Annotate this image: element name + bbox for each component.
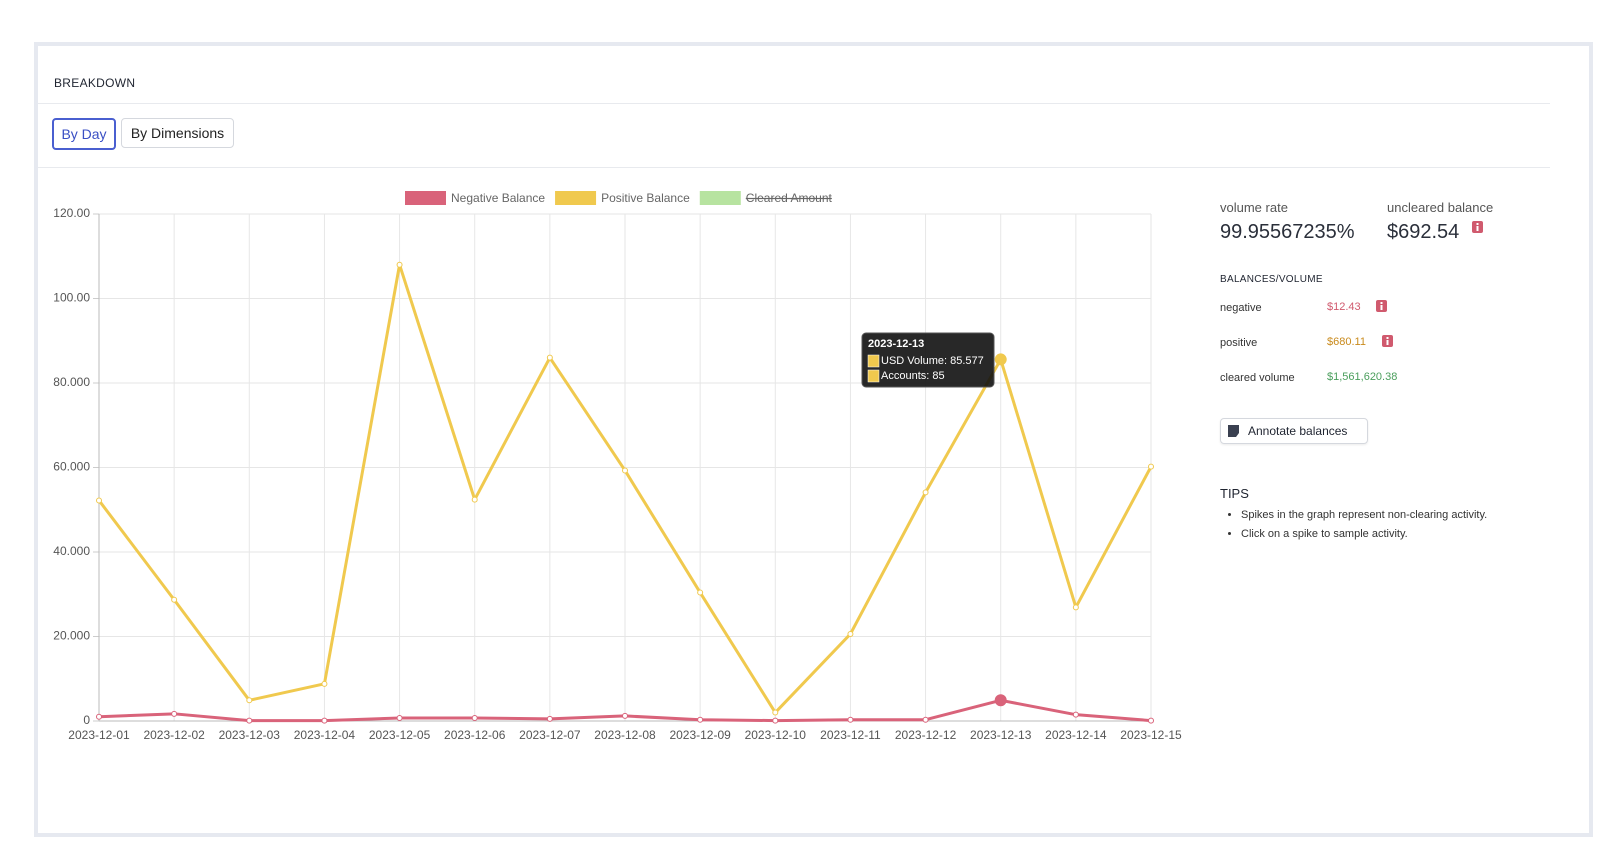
data-point[interactable] xyxy=(171,596,178,603)
tooltip-item: USD Volume: 85.577 xyxy=(881,355,984,367)
x-tick-label: 2023-12-06 xyxy=(444,728,506,742)
row-value: $12.43 xyxy=(1327,301,1361,313)
section-title: BALANCES/VOLUME xyxy=(1220,274,1323,285)
stat-value: $692.54 xyxy=(1387,221,1460,243)
data-point[interactable] xyxy=(922,716,929,723)
tab[interactable]: By Dimensions xyxy=(121,118,234,148)
data-point[interactable] xyxy=(546,715,553,722)
x-tick-label: 2023-12-15 xyxy=(1120,728,1182,742)
tooltip: 2023-12-13 USD Volume: 85.577 Accounts: 85 xyxy=(861,332,995,388)
data-point[interactable] xyxy=(321,680,328,687)
data-point[interactable] xyxy=(847,716,854,723)
legend-label[interactable]: Cleared Amount xyxy=(746,191,833,205)
data-point[interactable] xyxy=(772,717,779,724)
data-point[interactable] xyxy=(396,261,403,268)
legend-label[interactable]: Negative Balance xyxy=(451,191,545,205)
x-tick-label: 2023-12-03 xyxy=(219,728,281,742)
tips-title: TIPS xyxy=(1220,486,1249,501)
data-point[interactable] xyxy=(994,694,1007,707)
legend-swatch[interactable] xyxy=(405,191,446,205)
y-tick-label: 40.000 xyxy=(53,544,90,558)
data-point[interactable] xyxy=(471,715,478,722)
tooltip-swatch xyxy=(867,369,880,383)
x-tick-label: 2023-12-01 xyxy=(68,728,130,742)
data-point[interactable] xyxy=(396,715,403,722)
x-tick-label: 2023-12-10 xyxy=(745,728,807,742)
data-point[interactable] xyxy=(1148,717,1154,724)
data-point[interactable] xyxy=(994,353,1007,366)
x-tick-label: 2023-12-12 xyxy=(895,728,957,742)
row-label: negative xyxy=(1220,302,1262,314)
section-title: BREAKDOWN xyxy=(54,76,136,90)
data-point[interactable] xyxy=(471,496,478,503)
tooltip-item: Accounts: 85 xyxy=(881,370,945,382)
x-tick-label: 2023-12-13 xyxy=(970,728,1032,742)
data-point[interactable] xyxy=(922,489,929,496)
stat-label: uncleared balance xyxy=(1387,200,1494,215)
tooltip-swatch xyxy=(867,354,880,368)
y-tick-label: 0 xyxy=(83,713,90,727)
data-point[interactable] xyxy=(171,710,178,717)
data-point[interactable] xyxy=(546,354,553,361)
data-point[interactable] xyxy=(321,717,328,724)
divider xyxy=(38,167,1550,168)
data-point[interactable] xyxy=(96,497,102,504)
row-label: positive xyxy=(1220,337,1258,349)
data-point[interactable] xyxy=(246,697,253,704)
stat-value: 99.95567235% xyxy=(1220,221,1355,243)
info-icon[interactable] xyxy=(1376,300,1387,312)
card xyxy=(34,42,1593,837)
info-icon[interactable] xyxy=(1382,335,1393,347)
data-point[interactable] xyxy=(96,713,102,720)
y-tick-label: 100.00 xyxy=(53,291,90,305)
data-point[interactable] xyxy=(1072,604,1079,611)
x-tick-label: 2023-12-07 xyxy=(519,728,581,742)
note-icon xyxy=(1228,425,1239,437)
x-tick-label: 2023-12-05 xyxy=(369,728,431,742)
y-tick-label: 120.00 xyxy=(53,206,90,220)
stat-label: volume rate xyxy=(1220,200,1288,215)
x-tick-label: 2023-12-04 xyxy=(294,728,356,742)
row-value: $1,561,620.38 xyxy=(1327,371,1398,383)
legend: Negative Balance Positive Balance Cleared … xyxy=(405,191,832,205)
data-point[interactable] xyxy=(622,467,628,474)
row-label: cleared volume xyxy=(1220,372,1295,384)
x-tick-label: 2023-12-14 xyxy=(1045,728,1107,742)
x-tick-label: 2023-12-11 xyxy=(820,728,881,742)
row-value: $680.11 xyxy=(1327,336,1366,348)
tip: Spikes in the graph represent non-cleari… xyxy=(1241,506,1487,525)
y-tick-label: 20.000 xyxy=(53,629,90,643)
tab[interactable]: By Day xyxy=(52,118,116,150)
data-point[interactable] xyxy=(847,630,854,637)
info-icon[interactable] xyxy=(1472,221,1483,233)
button-label: Annotate balances xyxy=(1248,424,1348,438)
y-tick-label: 60.000 xyxy=(53,460,90,474)
divider xyxy=(38,103,1550,104)
x-tick-label: 2023-12-08 xyxy=(594,728,656,742)
tip: Click on a spike to sample activity. xyxy=(1241,525,1487,544)
x-tick-label: 2023-12-02 xyxy=(143,728,205,742)
legend-swatch[interactable] xyxy=(699,191,741,205)
tips-list: Spikes in the graph represent non-cleari… xyxy=(1220,506,1487,544)
tooltip-box xyxy=(861,332,995,388)
tooltip-title: 2023-12-13 xyxy=(868,338,924,350)
y-tick-label: 80.000 xyxy=(53,375,90,389)
legend-swatch[interactable] xyxy=(555,191,597,205)
data-point[interactable] xyxy=(697,589,704,596)
data-point[interactable] xyxy=(772,709,779,716)
data-point[interactable] xyxy=(246,717,253,724)
data-point[interactable] xyxy=(697,716,704,723)
annotate-button[interactable]: Annotate balances xyxy=(1220,418,1368,444)
x-tick-label: 2023-12-09 xyxy=(669,728,731,742)
data-point[interactable] xyxy=(1072,711,1079,718)
data-point[interactable] xyxy=(622,712,628,719)
data-point[interactable] xyxy=(1148,463,1154,470)
legend-label[interactable]: Positive Balance xyxy=(601,191,690,205)
